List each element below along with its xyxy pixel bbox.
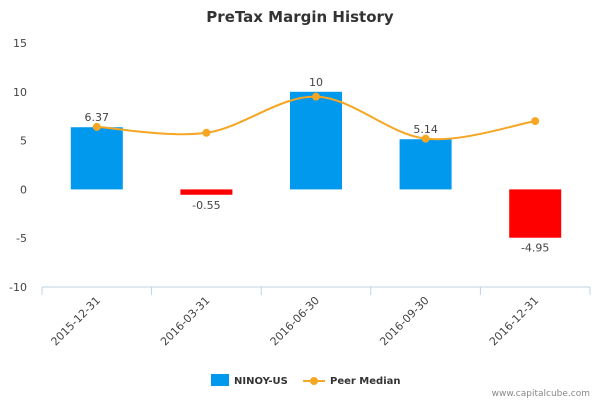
legend-bar-label: NINOY-US	[234, 376, 288, 387]
y-tick-label: -10	[9, 281, 27, 294]
peer-median-point	[202, 128, 211, 137]
y-tick-label: 5	[20, 135, 27, 148]
chart-title: PreTax Margin History	[206, 8, 394, 26]
bar-data-label: 5.14	[413, 123, 438, 136]
bar-data-label: 6.37	[85, 111, 110, 124]
y-tick-label: 0	[20, 183, 27, 196]
x-tick-label: 2016-12-31	[487, 294, 541, 348]
x-tick-label: 2016-03-31	[158, 294, 212, 348]
bar	[399, 139, 452, 190]
peer-median-series	[92, 92, 540, 143]
y-tick-label: 10	[13, 86, 27, 99]
bar	[70, 127, 123, 190]
y-axis: 15 10 5 0 -5 -10	[9, 37, 27, 294]
bar-data-label: -0.55	[192, 199, 220, 212]
bar-data-labels: 6.37 -0.55 10 5.14 -4.95	[85, 76, 550, 255]
bar	[509, 189, 562, 238]
legend-line-marker	[310, 377, 318, 385]
bar-data-label: -4.95	[521, 242, 549, 255]
legend-line-label: Peer Median	[330, 376, 401, 387]
x-tick-label: 2016-09-30	[377, 294, 431, 348]
legend-bar-swatch	[211, 374, 229, 386]
peer-median-point	[531, 117, 540, 126]
peer-median-point	[92, 122, 101, 131]
bar	[180, 189, 233, 195]
x-tick-label: 2015-12-31	[49, 294, 103, 348]
x-tick-label: 2016-06-30	[268, 294, 322, 348]
y-tick-label: -5	[16, 232, 27, 245]
legend[interactable]: NINOY-US Peer Median	[211, 374, 401, 387]
x-axis: 2015-12-31 2016-03-31 2016-06-30 2016-09-30…	[41, 286, 591, 348]
bar-data-label: 10	[309, 76, 323, 89]
peer-median-point	[312, 92, 320, 101]
credit-text: www.capitalcube.com	[492, 389, 590, 399]
bar	[290, 91, 342, 190]
peer-median-point	[421, 134, 430, 143]
bar-series	[70, 91, 562, 238]
y-tick-label: 15	[13, 37, 27, 50]
